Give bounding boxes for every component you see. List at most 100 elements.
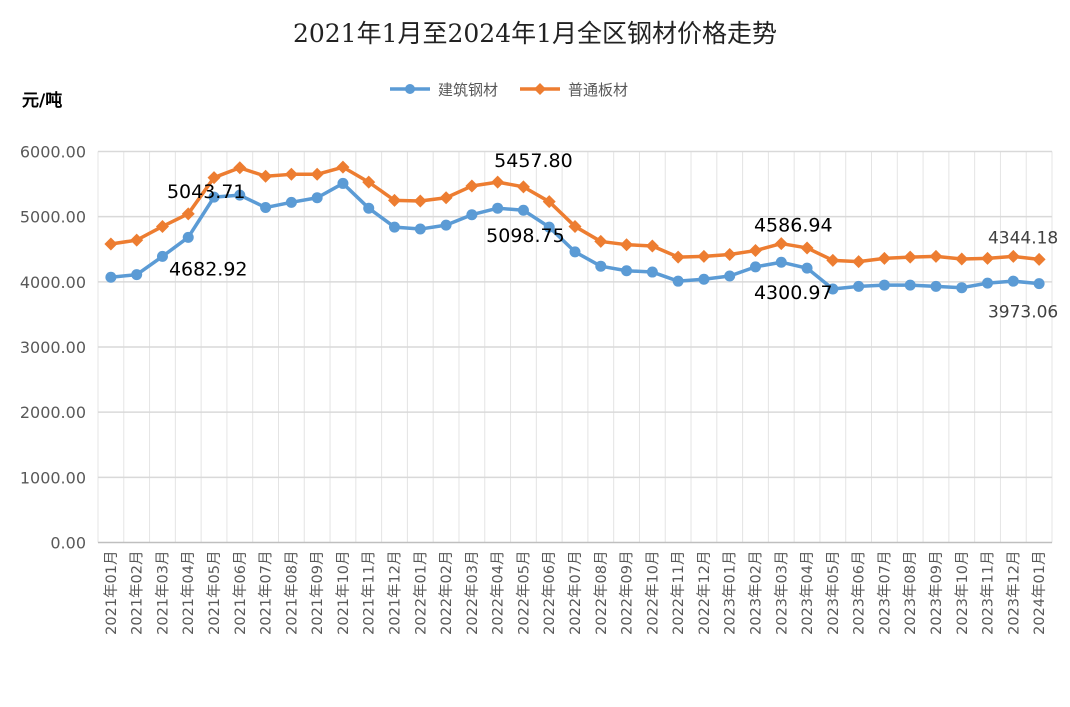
data-point-series-1 (671, 250, 685, 264)
gridlines (97, 150, 1053, 543)
data-point-series-0 (853, 280, 865, 292)
data-point-series-1 (748, 244, 762, 258)
data-point-series-1 (723, 247, 737, 261)
data-point-series-1 (955, 252, 969, 266)
legend-label-series-0: 建筑钢材 (438, 81, 498, 99)
data-point-series-1 (388, 193, 402, 207)
data-point-series-1 (104, 237, 118, 251)
data-point-series-1 (130, 233, 144, 247)
data-point-series-0 (904, 279, 916, 291)
data-label: 5098.75 (486, 225, 565, 247)
data-point-series-0 (982, 277, 994, 289)
data-point-series-1 (362, 175, 376, 189)
data-point-series-0 (930, 280, 942, 292)
data-point-series-0 (414, 223, 426, 235)
data-label: 4344.18 (988, 228, 1058, 248)
y-axis-ticks: 0.00 1000.00 2000.00 3000.00 4000.00 5000.00 6… (20, 143, 86, 553)
data-point-series-0 (517, 204, 529, 216)
data-point-series-0 (956, 282, 968, 294)
data-point-series-0 (105, 271, 117, 283)
data-point-series-0 (1007, 275, 1019, 287)
data-point-series-0 (156, 250, 168, 262)
x-tick-label: 2021年11月 (361, 551, 378, 635)
series-layer (104, 160, 1046, 295)
data-point-series-0 (389, 221, 401, 233)
data-point-series-0 (260, 202, 272, 214)
x-tick-label: 2021年03月 (154, 551, 171, 635)
data-point-series-1 (826, 253, 840, 267)
data-label: 5457.80 (494, 150, 573, 172)
data-label: 3973.06 (988, 303, 1058, 323)
x-tick-label: 2022年03月 (464, 551, 481, 635)
series-line-0 (109, 181, 1041, 291)
data-point-series-1 (259, 169, 273, 183)
x-tick-label: 2023年12月 (1005, 551, 1022, 635)
data-point-series-1 (981, 251, 995, 265)
data-point-series-0 (878, 279, 890, 291)
data-label: 4586.94 (754, 215, 833, 237)
data-point-series-1 (800, 241, 814, 255)
x-tick-label: 2023年01月 (722, 551, 739, 635)
y-tick-label: 5000.00 (20, 208, 86, 227)
data-point-series-1 (465, 179, 479, 193)
legend-item-series-1: 普通板材 (520, 81, 628, 99)
x-tick-label: 2021年05月 (206, 551, 223, 635)
x-axis-ticks: 2021年01月 2021年02月 2021年03月 2021年04月 2021年05月… (103, 550, 1048, 634)
x-tick-label: 2023年06月 (851, 551, 868, 635)
chart-title: 2021年1月至2024年1月全区钢材价格走势 (293, 19, 777, 48)
x-tick-label: 2023年11月 (980, 551, 997, 635)
x-tick-label: 2022年08月 (593, 551, 610, 635)
data-point-series-1 (233, 161, 247, 175)
data-point-series-0 (801, 262, 813, 274)
data-point-series-0 (337, 177, 349, 189)
data-point-series-0 (466, 209, 478, 221)
data-point-series-1 (336, 160, 350, 174)
data-point-series-1 (774, 237, 788, 251)
data-point-series-1 (852, 255, 866, 269)
data-point-series-0 (621, 265, 633, 277)
x-tick-label: 2022年09月 (619, 551, 636, 635)
legend-marker-series-0 (405, 84, 415, 94)
x-tick-label: 2022年05月 (515, 551, 532, 635)
y-tick-label: 0.00 (50, 534, 86, 553)
data-point-series-1 (903, 250, 917, 264)
x-tick-label: 2021年10月 (335, 551, 352, 635)
data-labels: 4682.92 5043.71 5098.75 5457.80 4300.97 4586.… (167, 150, 1058, 323)
x-tick-label: 2023年10月 (954, 551, 971, 635)
x-tick-label: 2022年04月 (490, 551, 507, 635)
data-point-series-1 (1006, 249, 1020, 263)
data-point-series-1 (568, 219, 582, 233)
y-tick-label: 4000.00 (20, 273, 86, 292)
data-point-series-0 (1033, 278, 1045, 290)
x-tick-label: 2022年11月 (670, 551, 687, 635)
data-point-series-0 (827, 283, 839, 295)
data-point-series-1 (929, 249, 943, 263)
x-tick-label: 2021年08月 (283, 551, 300, 635)
data-point-series-1 (310, 167, 324, 181)
legend-label-series-1: 普通板材 (568, 81, 628, 99)
data-point-series-0 (208, 191, 220, 203)
data-label: 4682.92 (169, 258, 248, 280)
legend-marker-series-1 (534, 83, 546, 95)
x-tick-label: 2021年01月 (103, 551, 120, 635)
data-point-series-0 (285, 196, 297, 208)
data-point-series-0 (672, 275, 684, 287)
data-point-series-0 (646, 266, 658, 278)
legend: 建筑钢材 普通板材 (390, 81, 628, 99)
x-tick-label: 2022年02月 (438, 551, 455, 635)
x-tick-label: 2023年09月 (928, 550, 945, 634)
data-point-series-1 (1032, 252, 1046, 266)
x-tick-label: 2022年07月 (567, 551, 584, 635)
data-point-series-0 (492, 202, 504, 214)
data-point-series-0 (234, 189, 246, 201)
y-tick-label: 3000.00 (20, 338, 86, 357)
data-point-series-1 (439, 191, 453, 205)
data-point-series-0 (311, 192, 323, 204)
data-point-series-1 (181, 207, 195, 221)
data-point-series-1 (413, 194, 427, 208)
data-point-series-1 (516, 180, 530, 194)
data-point-series-1 (207, 171, 221, 185)
x-tick-label: 2022年01月 (412, 551, 429, 635)
x-tick-label: 2023年08月 (902, 551, 919, 635)
